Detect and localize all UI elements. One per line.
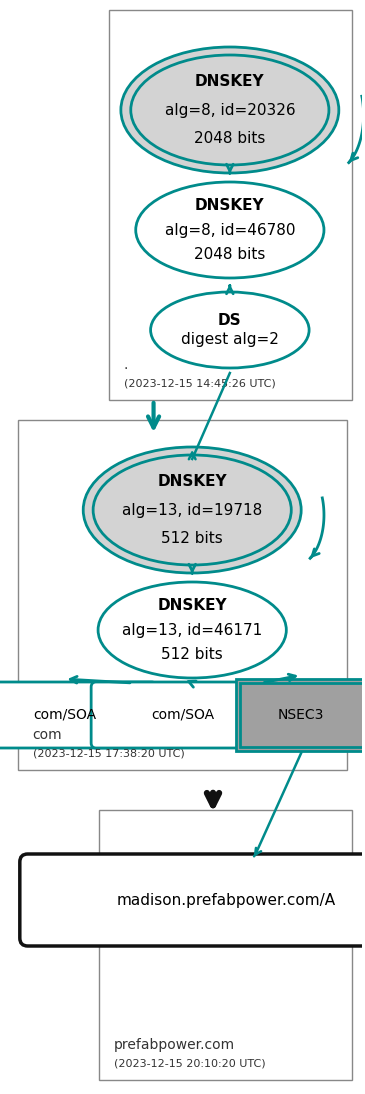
Bar [99,810,352,1080]
Text: madison.prefabpower.com/A: madison.prefabpower.com/A [116,893,335,908]
Text: digest alg=2: digest alg=2 [181,333,279,348]
Text: NSEC3: NSEC3 [278,708,324,722]
Ellipse shape [83,447,301,573]
FancyBboxPatch shape [91,682,276,748]
Ellipse shape [131,55,329,165]
Bar [109,10,352,400]
Text: com/SOA: com/SOA [152,708,215,722]
Text: alg=13, id=19718: alg=13, id=19718 [122,502,262,517]
Text: DS: DS [218,313,242,327]
Text: DNSKEY: DNSKEY [195,74,265,89]
Text: alg=13, id=46171: alg=13, id=46171 [122,622,262,638]
Bar [18,420,347,770]
Text: 512 bits: 512 bits [161,531,223,546]
Text: DNSKEY: DNSKEY [157,597,227,613]
Ellipse shape [93,455,291,565]
Text: 2048 bits: 2048 bits [194,247,265,263]
Text: prefabpower.com: prefabpower.com [114,1038,235,1052]
Text: (2023-12-15 14:45:26 UTC): (2023-12-15 14:45:26 UTC) [124,379,276,388]
FancyBboxPatch shape [0,682,157,748]
Ellipse shape [121,47,339,173]
Text: alg=8, id=20326: alg=8, id=20326 [165,103,295,117]
Text: 2048 bits: 2048 bits [194,131,265,147]
Text: 512 bits: 512 bits [161,648,223,663]
Ellipse shape [136,182,324,278]
FancyBboxPatch shape [240,683,362,747]
Text: DNSKEY: DNSKEY [157,474,227,489]
Text: (2023-12-15 20:10:20 UTC): (2023-12-15 20:10:20 UTC) [114,1058,266,1068]
Text: .: . [124,358,128,372]
FancyBboxPatch shape [20,854,365,946]
FancyBboxPatch shape [236,679,365,750]
Ellipse shape [98,582,286,678]
Text: DNSKEY: DNSKEY [195,198,265,212]
Text: (2023-12-15 17:38:20 UTC): (2023-12-15 17:38:20 UTC) [33,748,184,758]
Text: com: com [33,728,62,742]
Text: com/SOA: com/SOA [33,708,96,722]
Ellipse shape [151,292,309,368]
Text: alg=8, id=46780: alg=8, id=46780 [165,222,295,237]
